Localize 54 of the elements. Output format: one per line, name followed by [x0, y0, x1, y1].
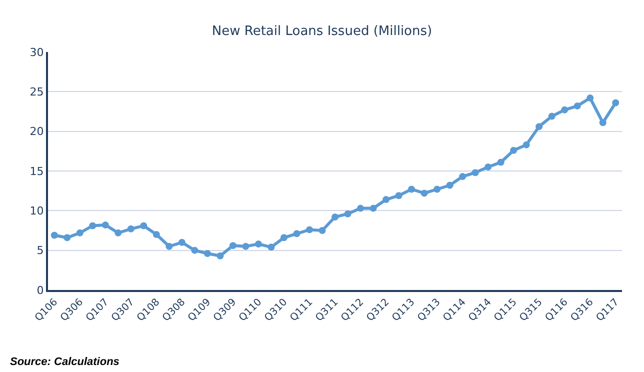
- point: [268, 244, 275, 251]
- point: [522, 141, 530, 148]
- point: [152, 230, 160, 238]
- point: [318, 227, 326, 234]
- point: [561, 106, 568, 114]
- point: [382, 196, 390, 204]
- point: [497, 158, 504, 166]
- source-note: Source: Calculations: [10, 356, 120, 368]
- point: [50, 232, 58, 239]
- point: [140, 222, 148, 230]
- point: [434, 186, 441, 193]
- point: [395, 192, 402, 200]
- y-tick-label: 10: [30, 204, 44, 218]
- point: [357, 204, 364, 212]
- point: [102, 221, 109, 228]
- point: [612, 99, 620, 106]
- point: [306, 226, 313, 234]
- point: [599, 119, 606, 126]
- point: [64, 234, 71, 242]
- point: [89, 222, 96, 230]
- point: [370, 204, 377, 212]
- point: [344, 210, 352, 218]
- point: [510, 146, 518, 154]
- y-tick-label: 15: [30, 164, 44, 178]
- point: [191, 246, 198, 254]
- y-tick-label: 20: [30, 125, 44, 138]
- point: [242, 242, 250, 250]
- point: [229, 242, 236, 250]
- point: [166, 242, 173, 250]
- point: [280, 234, 288, 242]
- point: [332, 214, 338, 221]
- point: [459, 173, 466, 180]
- point: [204, 250, 211, 258]
- point: [548, 112, 556, 120]
- chart-title: New Retail Loans Issued (Millions): [212, 24, 432, 40]
- point: [293, 230, 300, 238]
- point: [472, 169, 479, 176]
- y-tick-label: 5: [36, 244, 44, 258]
- y-tick-label: 25: [30, 86, 44, 99]
- point: [114, 229, 122, 236]
- point: [536, 123, 543, 130]
- point: [574, 102, 581, 110]
- point: [216, 252, 224, 260]
- point: [76, 229, 84, 236]
- point: [408, 186, 416, 193]
- y-tick-label: 30: [30, 46, 44, 59]
- point: [254, 240, 262, 248]
- point: [127, 225, 134, 232]
- point: [178, 238, 186, 246]
- point: [446, 182, 454, 189]
- point: [586, 94, 594, 102]
- point: [484, 164, 492, 171]
- point: [420, 190, 428, 197]
- y-tick-label: 0: [36, 284, 44, 297]
